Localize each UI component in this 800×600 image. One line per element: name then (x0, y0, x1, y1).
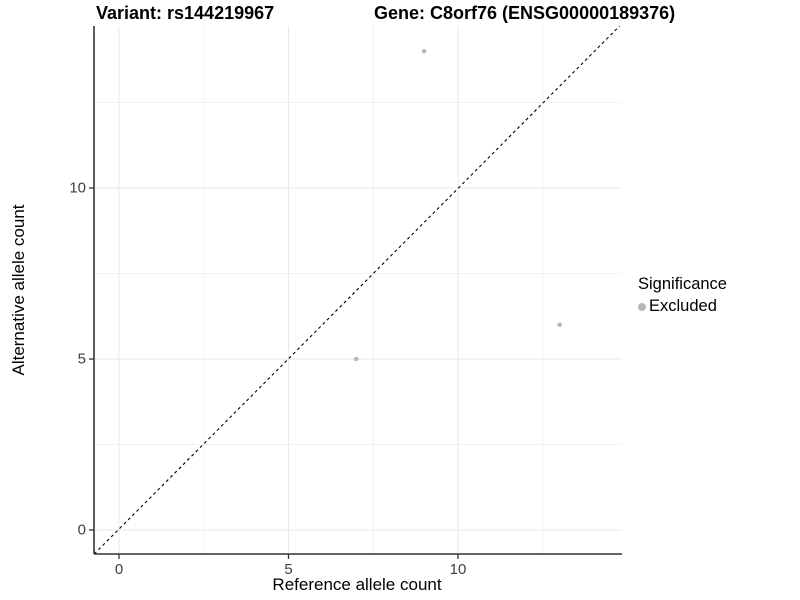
x-tick-label: 10 (449, 561, 467, 578)
x-axis-title: Reference allele count (272, 575, 442, 594)
y-tick-label: 5 (77, 350, 86, 368)
identity-line (93, 25, 620, 555)
legend: Significance Excluded (638, 275, 727, 316)
plot-title-gene: Gene: C8orf76 (ENSG00000189376) (374, 3, 676, 23)
y-tick-label: 0 (77, 521, 86, 539)
legend-item-label: Excluded (649, 297, 717, 315)
data-point (421, 48, 427, 54)
x-tick-label: 0 (114, 561, 124, 578)
data-point (354, 356, 359, 362)
data-point (557, 322, 562, 328)
legend-title: Significance (638, 275, 727, 293)
y-axis-title: Alternative allele count (9, 204, 28, 376)
y-tick-label: 10 (69, 179, 86, 197)
plot-title-variant: Variant: rs144219967 (96, 3, 275, 23)
x-tick-label: 5 (284, 561, 293, 578)
legend-item-excluded: Excluded (638, 297, 727, 316)
excluded-point-swatch (638, 302, 646, 311)
